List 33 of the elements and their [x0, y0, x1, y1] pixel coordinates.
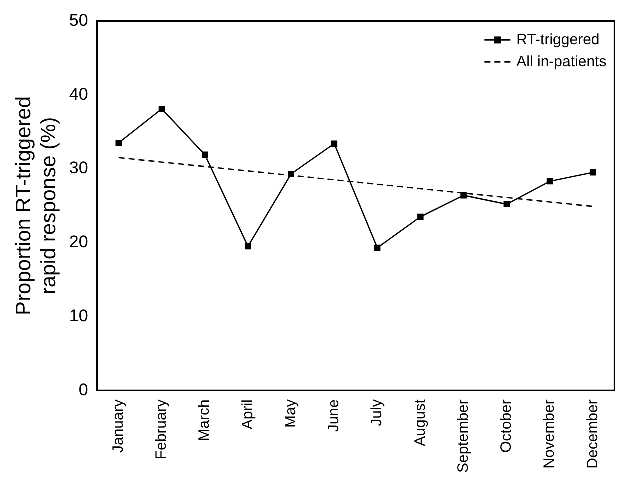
point: [504, 201, 510, 208]
point: [288, 171, 294, 178]
point: [245, 243, 252, 250]
x-tick-label: September: [454, 400, 472, 473]
legend-label: All in-patients: [516, 53, 607, 70]
x-tick-label: February: [153, 399, 170, 460]
y-tick-label: 10: [69, 306, 88, 326]
x-tick-label: April: [239, 400, 256, 430]
x-tick-label: June: [326, 400, 343, 432]
point: [374, 244, 381, 252]
point: [202, 152, 208, 158]
legend-label: RT-triggered: [516, 31, 600, 48]
x-tick-label: July: [368, 399, 386, 426]
point: [116, 140, 122, 146]
point: [418, 214, 424, 220]
y-tick-label: 0: [78, 380, 88, 400]
y-axis-title: Proportion RT-triggered rapid response (%): [12, 96, 61, 316]
point: [158, 106, 166, 112]
point: [460, 192, 467, 199]
x-tick-label: March: [196, 400, 214, 442]
y-tick-label: 20: [69, 232, 88, 252]
point: [590, 170, 596, 176]
y-tick-label: 40: [69, 84, 88, 104]
x-tick-label: August: [412, 398, 429, 446]
y-tick-label: 50: [69, 10, 88, 30]
x-tick-label: December: [584, 400, 602, 469]
x-tick-label: May: [282, 399, 300, 428]
y-tick-label: 30: [69, 158, 88, 178]
point: [331, 140, 338, 147]
point: [546, 178, 554, 185]
x-tick-label: October: [498, 400, 516, 453]
x-tick-label: January: [110, 399, 128, 453]
x-tick-label: November: [541, 400, 558, 469]
